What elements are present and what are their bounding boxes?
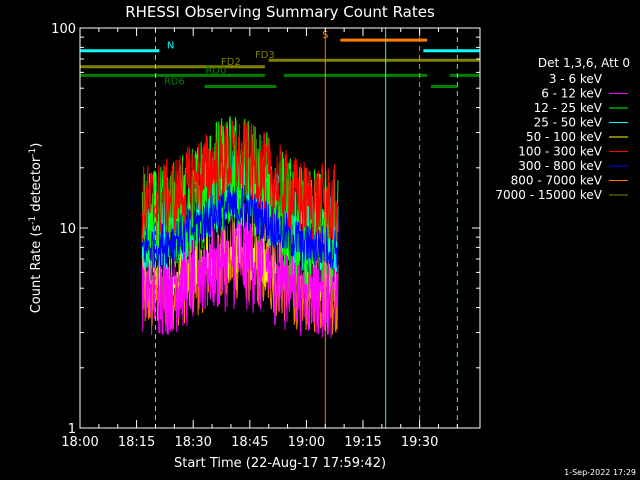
flag-label-rd0: RD0: [205, 65, 226, 76]
legend-label: 7000 - 15000 keV: [495, 188, 602, 202]
legend-label: 800 - 7000 keV: [511, 174, 603, 188]
y-axis-label-middle: detector: [29, 156, 44, 216]
y-axis-label: Count Rate (s-1 detector-1): [28, 143, 44, 314]
y-axis-ticks: 1 10 100: [51, 22, 480, 437]
x-tick-label: 18:45: [231, 435, 268, 450]
flag-label-fd3: FD3: [255, 50, 275, 61]
flag-label-fd2: FD2: [221, 57, 241, 68]
legend-label: 300 - 800 keV: [518, 159, 602, 173]
legend-label: 12 - 25 keV: [534, 101, 603, 115]
chart-title: RHESSI Observing Summary Count Rates: [125, 3, 435, 21]
x-axis-ticks: 18:00 18:15 18:30 18:45 19:00 19:15 19:30: [61, 28, 458, 450]
x-tick-label: 19:15: [344, 435, 381, 450]
series-line-300-800-kev: [141, 185, 339, 270]
y-axis-label-end: ): [29, 143, 44, 148]
y-tick-label: 10: [59, 222, 76, 237]
y-tick-label: 100: [51, 22, 76, 37]
legend-label: 25 - 50 keV: [534, 116, 603, 130]
legend-label: 100 - 300 keV: [518, 145, 602, 159]
flag-label-n: N: [167, 41, 174, 52]
y-axis-label-superscript-1: -1: [28, 216, 38, 225]
x-axis-label: Start Time (22-Aug-17 17:59:42): [174, 456, 386, 471]
legend-label: 50 - 100 keV: [526, 130, 603, 144]
legend-label: 6 - 12 keV: [541, 87, 603, 101]
x-tick-label: 18:15: [118, 435, 155, 450]
legend-label: 3 - 6 keV: [549, 72, 603, 86]
y-axis-label-superscript-2: -1: [28, 148, 38, 157]
count-rate-series: [141, 116, 339, 339]
legend-title: Det 1,3,6, Att 0: [538, 56, 630, 70]
footer-date: 1-Sep-2022 17:29: [564, 468, 636, 477]
y-tick-label: 1: [68, 422, 76, 437]
x-tick-label: 18:30: [174, 435, 211, 450]
x-tick-label: 19:30: [401, 435, 438, 450]
observing-flags: NSFD2FD3RD0RD6: [80, 30, 480, 88]
series-line-100-300-kev: [141, 120, 339, 243]
y-axis-label-main: Count Rate (s: [29, 225, 44, 314]
x-tick-label: 19:00: [288, 435, 325, 450]
x-tick-label: 18:00: [61, 435, 98, 450]
flag-label-rd6: RD6: [164, 76, 185, 87]
